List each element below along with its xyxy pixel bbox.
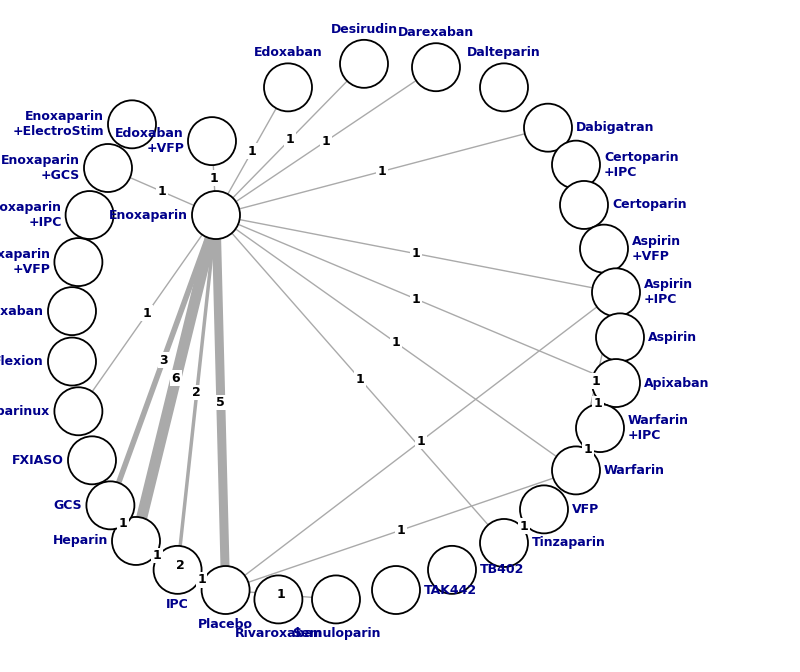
Text: Warfarin: Warfarin (604, 464, 665, 477)
Text: 1: 1 (210, 171, 218, 185)
Text: Flexion: Flexion (0, 355, 44, 368)
Circle shape (312, 575, 360, 624)
Circle shape (560, 181, 608, 229)
Text: Eribaxaban: Eribaxaban (0, 304, 44, 318)
Circle shape (412, 43, 460, 91)
Text: Edoxaban: Edoxaban (254, 46, 322, 59)
Circle shape (428, 546, 476, 594)
Text: 1: 1 (277, 588, 285, 601)
Circle shape (48, 337, 96, 386)
Circle shape (264, 63, 312, 112)
Text: 1: 1 (520, 519, 528, 533)
Text: Dalteparin: Dalteparin (467, 46, 541, 59)
Text: Certoparin: Certoparin (612, 198, 686, 212)
Text: Heparin: Heparin (53, 534, 108, 548)
Text: 1: 1 (143, 306, 151, 320)
Text: GCS: GCS (54, 499, 82, 512)
Circle shape (54, 238, 102, 286)
Circle shape (68, 436, 116, 485)
Text: Certoparin
+IPC: Certoparin +IPC (604, 151, 678, 179)
Circle shape (524, 103, 572, 152)
Circle shape (108, 100, 156, 149)
Circle shape (66, 191, 114, 239)
Text: 2: 2 (177, 559, 185, 572)
Text: Fondaparinux: Fondaparinux (0, 405, 50, 418)
Circle shape (480, 519, 528, 567)
Text: Aspirin: Aspirin (648, 331, 697, 344)
Text: 1: 1 (584, 443, 592, 456)
Circle shape (552, 446, 600, 495)
Text: 1: 1 (356, 372, 364, 386)
Text: Enoxaparin: Enoxaparin (109, 208, 188, 222)
Circle shape (372, 566, 420, 614)
Circle shape (188, 117, 236, 165)
Text: 1: 1 (378, 165, 386, 178)
Circle shape (592, 359, 640, 407)
Text: Darexaban: Darexaban (398, 26, 474, 39)
Text: Apixaban: Apixaban (644, 376, 710, 390)
Circle shape (340, 40, 388, 88)
Text: 1: 1 (397, 523, 405, 537)
Text: 1: 1 (198, 573, 206, 587)
Circle shape (192, 191, 240, 239)
Text: Enoxaparin
+IPC: Enoxaparin +IPC (0, 201, 62, 229)
Circle shape (552, 140, 600, 189)
Text: 1: 1 (119, 517, 127, 530)
Text: Dabigatran: Dabigatran (576, 121, 654, 134)
Text: TAK442: TAK442 (424, 583, 477, 597)
Circle shape (48, 287, 96, 335)
Text: 1: 1 (392, 336, 400, 349)
Text: Enoxaparin
+ElectroStim: Enoxaparin +ElectroStim (12, 110, 104, 138)
Circle shape (596, 313, 644, 362)
Text: Rivaroxaban: Rivaroxaban (234, 628, 322, 640)
Text: 1: 1 (248, 144, 256, 158)
Circle shape (520, 485, 568, 534)
Text: Desirudin: Desirudin (330, 23, 398, 36)
Text: Warfarin
+IPC: Warfarin +IPC (628, 414, 689, 442)
Text: VFP: VFP (572, 503, 599, 516)
Circle shape (480, 63, 528, 112)
Text: Edoxaban
+VFP: Edoxaban +VFP (115, 127, 184, 155)
Text: 6: 6 (172, 372, 180, 384)
Circle shape (154, 546, 202, 594)
Circle shape (576, 404, 624, 452)
Text: 1: 1 (592, 375, 600, 388)
Text: TB402: TB402 (480, 563, 524, 577)
Text: Aspirin
+IPC: Aspirin +IPC (644, 278, 693, 306)
Circle shape (592, 268, 640, 317)
Text: Aspirin
+VFP: Aspirin +VFP (632, 235, 681, 263)
Text: 1: 1 (412, 247, 420, 260)
Circle shape (86, 481, 134, 530)
Circle shape (84, 144, 132, 192)
Text: 1: 1 (286, 133, 294, 146)
Circle shape (202, 566, 250, 614)
Text: Tinzaparin: Tinzaparin (532, 536, 606, 550)
Circle shape (112, 517, 160, 565)
Text: Placebo: Placebo (198, 618, 253, 631)
Text: 1: 1 (322, 134, 330, 148)
Text: FXIASO: FXIASO (12, 454, 64, 467)
Circle shape (580, 224, 628, 273)
Circle shape (54, 387, 102, 435)
Text: 3: 3 (159, 353, 167, 367)
Text: 1: 1 (153, 549, 161, 562)
Text: 2: 2 (193, 386, 201, 399)
Text: Semuloparin: Semuloparin (292, 628, 380, 640)
Text: 5: 5 (217, 396, 225, 409)
Circle shape (254, 575, 302, 624)
Text: 1: 1 (158, 185, 166, 198)
Text: Enoxaparin
+GCS: Enoxaparin +GCS (1, 154, 80, 182)
Text: Enoxaparin
+VFP: Enoxaparin +VFP (0, 248, 50, 276)
Text: 1: 1 (417, 435, 425, 448)
Text: IPC: IPC (166, 598, 189, 611)
Text: 1: 1 (594, 397, 602, 411)
Text: 1: 1 (412, 292, 420, 306)
